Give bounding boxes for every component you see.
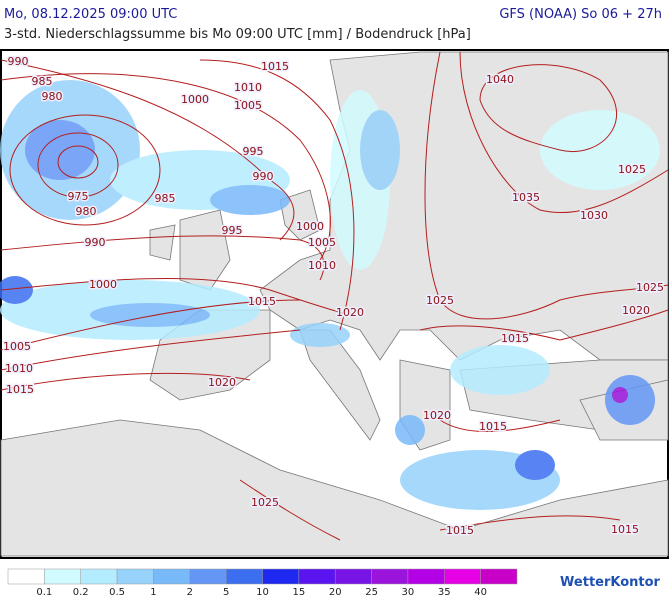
legend-label: 0.5	[109, 587, 125, 598]
logo: WetterKontor	[560, 575, 661, 590]
legend-swatch	[480, 568, 518, 585]
isobar-label: 1020	[622, 304, 650, 317]
isobar-label: 1000	[181, 93, 209, 106]
isobar-label: 1015	[501, 332, 529, 345]
isobar-label: 1020	[423, 409, 451, 422]
legend-swatch	[407, 568, 445, 585]
isobar-label: 1010	[234, 81, 262, 94]
isobar-label: 1025	[636, 281, 664, 294]
isobar-label: 1010	[308, 259, 336, 272]
legend-swatch	[44, 568, 81, 585]
isobar-label: 990	[85, 236, 106, 249]
legend-swatch	[116, 568, 154, 585]
legend-label: 1	[150, 587, 156, 598]
legend-swatch	[189, 568, 227, 585]
isobar-label: 1020	[336, 306, 364, 319]
isobar-label: 1005	[234, 99, 262, 112]
legend-label: 10	[256, 587, 269, 598]
subtitle: 3-std. Niederschlagssumme bis Mo 09:00 U…	[4, 27, 471, 42]
isobar-label: 990	[8, 55, 29, 68]
legend-label: 5	[223, 587, 229, 598]
isobar-label: 1000	[296, 220, 324, 233]
header-left: Mo, 08.12.2025 09:00 UTC	[4, 7, 177, 22]
legend-label: 20	[329, 587, 342, 598]
isobar-label: 1015	[479, 420, 507, 433]
isobar-label: 1015	[446, 524, 474, 537]
legend-label: 30	[402, 587, 415, 598]
legend-swatch	[371, 568, 409, 585]
legend-label: 40	[474, 587, 487, 598]
isobar-label: 985	[32, 75, 53, 88]
legend-swatch	[80, 568, 118, 585]
isobar-label: 990	[253, 170, 274, 183]
isobar-label: 1020	[208, 376, 236, 389]
isobar-label: 1040	[486, 73, 514, 86]
header-right: GFS (NOAA) So 06 + 27h	[499, 7, 662, 22]
isobar-label: 1000	[89, 278, 117, 291]
isobar-label: 1010	[5, 362, 33, 375]
legend-label: 15	[292, 587, 305, 598]
legend-swatch	[334, 568, 372, 585]
isobar-label: 1025	[618, 163, 646, 176]
precipitation	[0, 80, 660, 510]
isobar-label: 980	[76, 205, 97, 218]
isobar-label: 1015	[6, 383, 34, 396]
legend-swatch	[262, 568, 300, 585]
isobars	[0, 51, 669, 541]
isobar-label: 1015	[611, 523, 639, 536]
legend-label: 25	[365, 587, 378, 598]
isobar-label: 995	[243, 145, 264, 158]
legend: 0.1 0.2 0.5 1 2 5 10 15 20 25 30 35 40	[7, 568, 518, 598]
legend-label: 2	[187, 587, 193, 598]
legend-swatch	[444, 568, 481, 585]
isobar-label: 995	[222, 224, 243, 237]
isobar-label: 985	[155, 192, 176, 205]
legend-label: 0.1	[36, 587, 52, 598]
legend-swatch	[7, 568, 45, 585]
legend-label: 35	[438, 587, 451, 598]
isobar-label: 1035	[512, 191, 540, 204]
legend-swatch	[225, 568, 263, 585]
legend-swatch	[153, 568, 191, 585]
legend-swatch	[298, 568, 336, 585]
isobar-label: 1005	[308, 236, 336, 249]
isobar-label: 1030	[580, 209, 608, 222]
isobar-label: 975	[68, 190, 89, 203]
isobar-label: 1025	[426, 294, 454, 307]
isobar-label: 1015	[248, 295, 276, 308]
isobar-label: 1005	[3, 340, 31, 353]
isobar-label: 1015	[261, 60, 289, 73]
isobar-label: 980	[42, 90, 63, 103]
legend-label: 0.2	[73, 587, 89, 598]
isobar-label: 1025	[251, 496, 279, 509]
